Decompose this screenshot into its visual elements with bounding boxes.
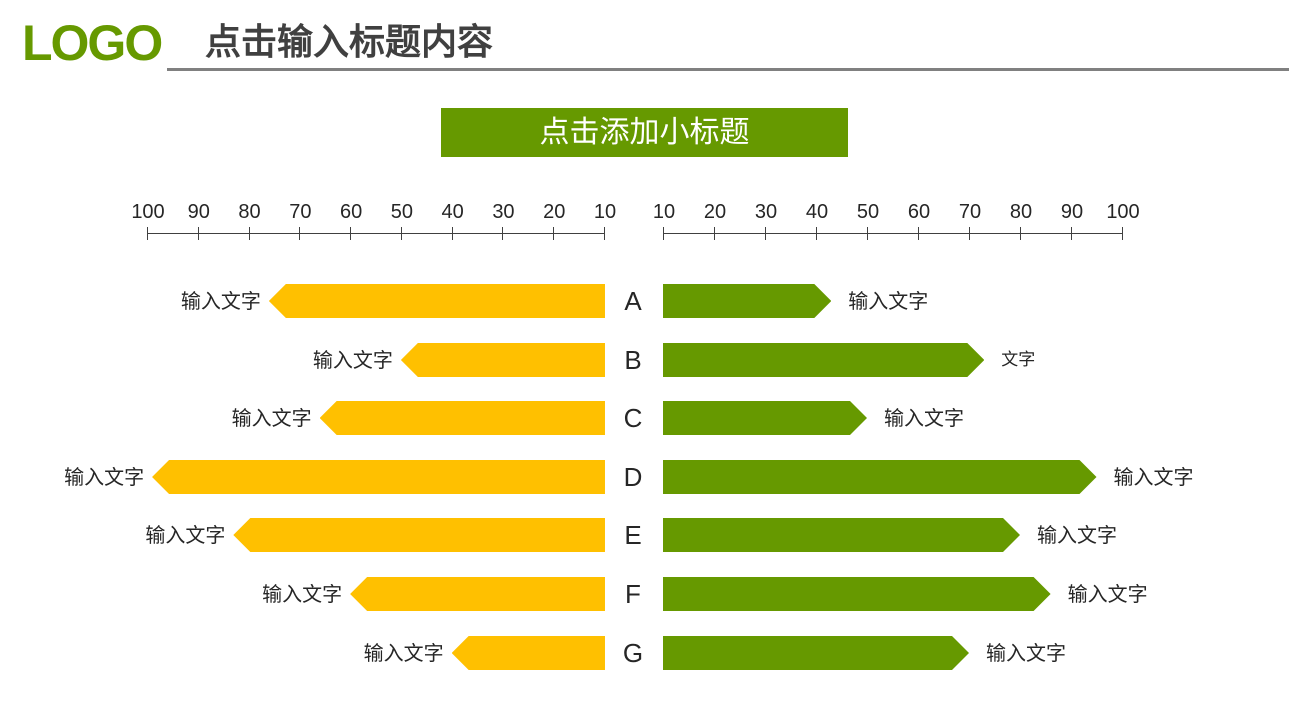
title-divider xyxy=(167,68,1289,71)
right-axis-tick xyxy=(918,227,919,240)
left-bar[interactable] xyxy=(350,577,605,611)
left-axis-tick xyxy=(197,227,199,240)
right-axis-tick xyxy=(969,227,970,240)
right-bar-label[interactable]: 输入文字 xyxy=(848,289,929,313)
right-bar[interactable] xyxy=(663,636,969,670)
left-axis-tick xyxy=(248,227,250,240)
left-bar[interactable] xyxy=(451,636,605,670)
left-bar-label[interactable]: 输入文字 xyxy=(312,348,393,372)
left-axis-tick xyxy=(604,227,605,240)
left-bar[interactable] xyxy=(268,284,605,318)
right-bar[interactable] xyxy=(663,518,1020,552)
left-axis-line xyxy=(147,233,605,234)
right-bar-label[interactable]: 输入文字 xyxy=(1067,582,1148,606)
left-bar-label[interactable]: 输入文字 xyxy=(64,465,145,489)
right-axis-line xyxy=(663,233,1123,234)
category-label: A xyxy=(624,286,642,316)
left-axis-tick xyxy=(502,227,504,240)
right-axis: 10 20 30 40 50 60 70 80 90 100 xyxy=(0,196,1289,246)
left-axis-tick-label: 20 xyxy=(543,201,566,223)
right-axis-tick xyxy=(1071,227,1072,240)
right-bar-label[interactable]: 输入文字 xyxy=(1037,523,1117,547)
left-bar[interactable] xyxy=(152,460,605,494)
right-axis-tick-label: 80 xyxy=(1009,201,1033,223)
right-axis-tick-label: 60 xyxy=(907,201,931,223)
left-bar[interactable] xyxy=(319,401,605,435)
right-axis-tick-label: 50 xyxy=(856,201,880,223)
category-label: F xyxy=(625,579,641,609)
right-axis-tick-label: 40 xyxy=(805,201,829,223)
left-axis-tick-label: 50 xyxy=(390,201,413,223)
right-axis-tick xyxy=(1122,227,1123,240)
chart-subtitle-banner[interactable]: 点击添加小标题 xyxy=(441,108,848,157)
left-bar[interactable] xyxy=(400,343,605,377)
left-bar-label[interactable]: 输入文字 xyxy=(262,582,343,606)
right-axis-tick xyxy=(1020,227,1021,240)
left-bar-label[interactable]: 输入文字 xyxy=(363,641,444,665)
right-axis-tick-label: 30 xyxy=(754,201,778,223)
right-bar[interactable] xyxy=(663,343,984,377)
left-axis-tick-label: 30 xyxy=(492,201,515,223)
right-axis-tick-label: 90 xyxy=(1060,201,1084,223)
left-axis-tick-label: 80 xyxy=(238,201,261,223)
right-axis-tick-label: 70 xyxy=(958,201,982,223)
left-axis-tick xyxy=(553,227,555,240)
right-bar[interactable] xyxy=(663,284,831,318)
left-axis-tick-label: 70 xyxy=(289,201,312,223)
right-axis-tick-label: 10 xyxy=(652,201,676,223)
category-label: D xyxy=(623,462,643,492)
right-bar-label[interactable]: 文字 xyxy=(1001,350,1036,370)
left-axis-tick xyxy=(400,227,402,240)
left-bar-label[interactable]: 输入文字 xyxy=(231,406,312,430)
left-axis-tick-label: 10 xyxy=(593,201,617,223)
left-axis-tick xyxy=(451,227,453,240)
left-axis-tick-label: 60 xyxy=(339,201,363,223)
category-label: G xyxy=(622,638,644,668)
left-axis-tick xyxy=(147,227,148,240)
category-label: E xyxy=(624,520,642,550)
right-bar-label[interactable]: 输入文字 xyxy=(1113,465,1194,489)
right-axis-tick xyxy=(816,227,817,240)
left-axis-tick-label: 100 xyxy=(131,201,165,223)
right-axis-tick-label: 100 xyxy=(1106,201,1140,223)
right-axis-tick xyxy=(714,227,715,240)
left-axis-tick-label: 90 xyxy=(187,201,210,223)
page-title[interactable]: 点击输入标题内容 xyxy=(205,22,494,63)
right-bar-label[interactable]: 输入文字 xyxy=(986,641,1066,665)
right-bar[interactable] xyxy=(663,401,867,435)
category-label: C xyxy=(623,403,643,433)
left-axis-tick-label: 40 xyxy=(441,201,464,223)
right-bar-label[interactable]: 输入文字 xyxy=(884,406,964,430)
right-axis-tick-label: 20 xyxy=(703,201,727,223)
right-bar[interactable] xyxy=(663,460,1097,494)
right-axis-tick xyxy=(765,227,766,240)
right-axis-tick xyxy=(663,227,664,240)
left-axis-tick xyxy=(299,227,301,240)
category-label: B xyxy=(624,345,642,375)
left-bar-label[interactable]: 输入文字 xyxy=(180,289,261,313)
left-bar[interactable] xyxy=(233,518,605,552)
left-axis-tick xyxy=(350,227,352,240)
right-bar[interactable] xyxy=(663,577,1051,611)
right-axis-tick xyxy=(867,227,868,240)
left-axis: 100 90 80 70 60 50 40 30 20 10 xyxy=(0,196,640,246)
left-bar-label[interactable]: 输入文字 xyxy=(145,523,226,547)
logo: LOGO xyxy=(22,15,163,71)
